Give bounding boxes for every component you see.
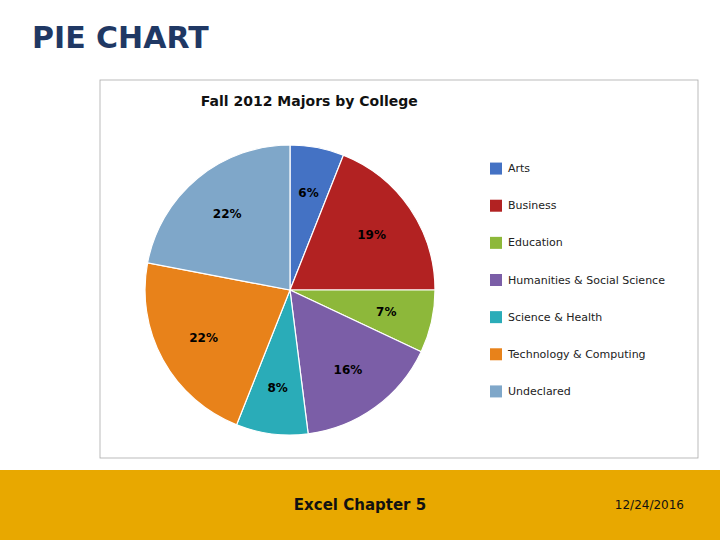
legend-swatch <box>490 311 502 323</box>
legend-item: Humanities & Social Science <box>490 274 665 287</box>
legend-item: Education <box>490 236 563 249</box>
legend-label: Undeclared <box>508 385 571 398</box>
data-label: 19% <box>357 228 386 242</box>
data-label: 16% <box>334 363 363 377</box>
legend-swatch <box>490 385 502 397</box>
pie-slice <box>148 145 290 290</box>
chart-title: Fall 2012 Majors by College <box>201 93 418 109</box>
chart-box <box>100 80 698 458</box>
legend-label: Science & Health <box>508 311 602 324</box>
legend-item: Arts <box>490 162 530 175</box>
footer-text: Excel Chapter 5 <box>294 496 426 514</box>
legend-swatch <box>490 348 502 360</box>
pie-slice <box>290 155 435 290</box>
date-text: 12/24/2016 <box>615 498 684 512</box>
legend-item: Business <box>490 199 557 212</box>
legend-swatch <box>490 163 502 175</box>
legend-swatch <box>490 200 502 212</box>
legend-label: Humanities & Social Science <box>508 274 665 287</box>
legend-item: Undeclared <box>490 385 571 398</box>
data-label: 22% <box>189 331 218 345</box>
legend-item: Science & Health <box>490 311 602 324</box>
legend-label: Technology & Computing <box>507 348 646 361</box>
footer-bar <box>0 470 720 540</box>
data-label: 22% <box>213 207 242 221</box>
pie-slice <box>145 263 290 425</box>
legend-swatch <box>490 274 502 286</box>
legend: Arts Business Education Humanities & Social… <box>490 162 665 398</box>
data-label: 7% <box>376 305 396 319</box>
legend-label: Education <box>508 236 563 249</box>
legend-label: Arts <box>508 162 530 175</box>
legend-item: Technology & Computing <box>490 348 646 361</box>
pie-slice <box>290 290 421 434</box>
data-label: 6% <box>298 186 318 200</box>
data-labels: 6% 19% 7% 16% 8% 22% 22% <box>189 186 396 395</box>
legend-label: Business <box>508 199 557 212</box>
data-label: 8% <box>267 381 287 395</box>
pie <box>145 145 435 435</box>
legend-swatch <box>490 237 502 249</box>
chart-root: PIE CHART Excel Chapter 5 12/24/2016 Fall 2… <box>0 0 720 540</box>
slide-title: PIE CHART <box>32 20 209 55</box>
